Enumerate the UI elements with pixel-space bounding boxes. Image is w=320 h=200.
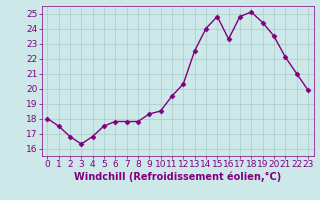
X-axis label: Windchill (Refroidissement éolien,°C): Windchill (Refroidissement éolien,°C)	[74, 172, 281, 182]
